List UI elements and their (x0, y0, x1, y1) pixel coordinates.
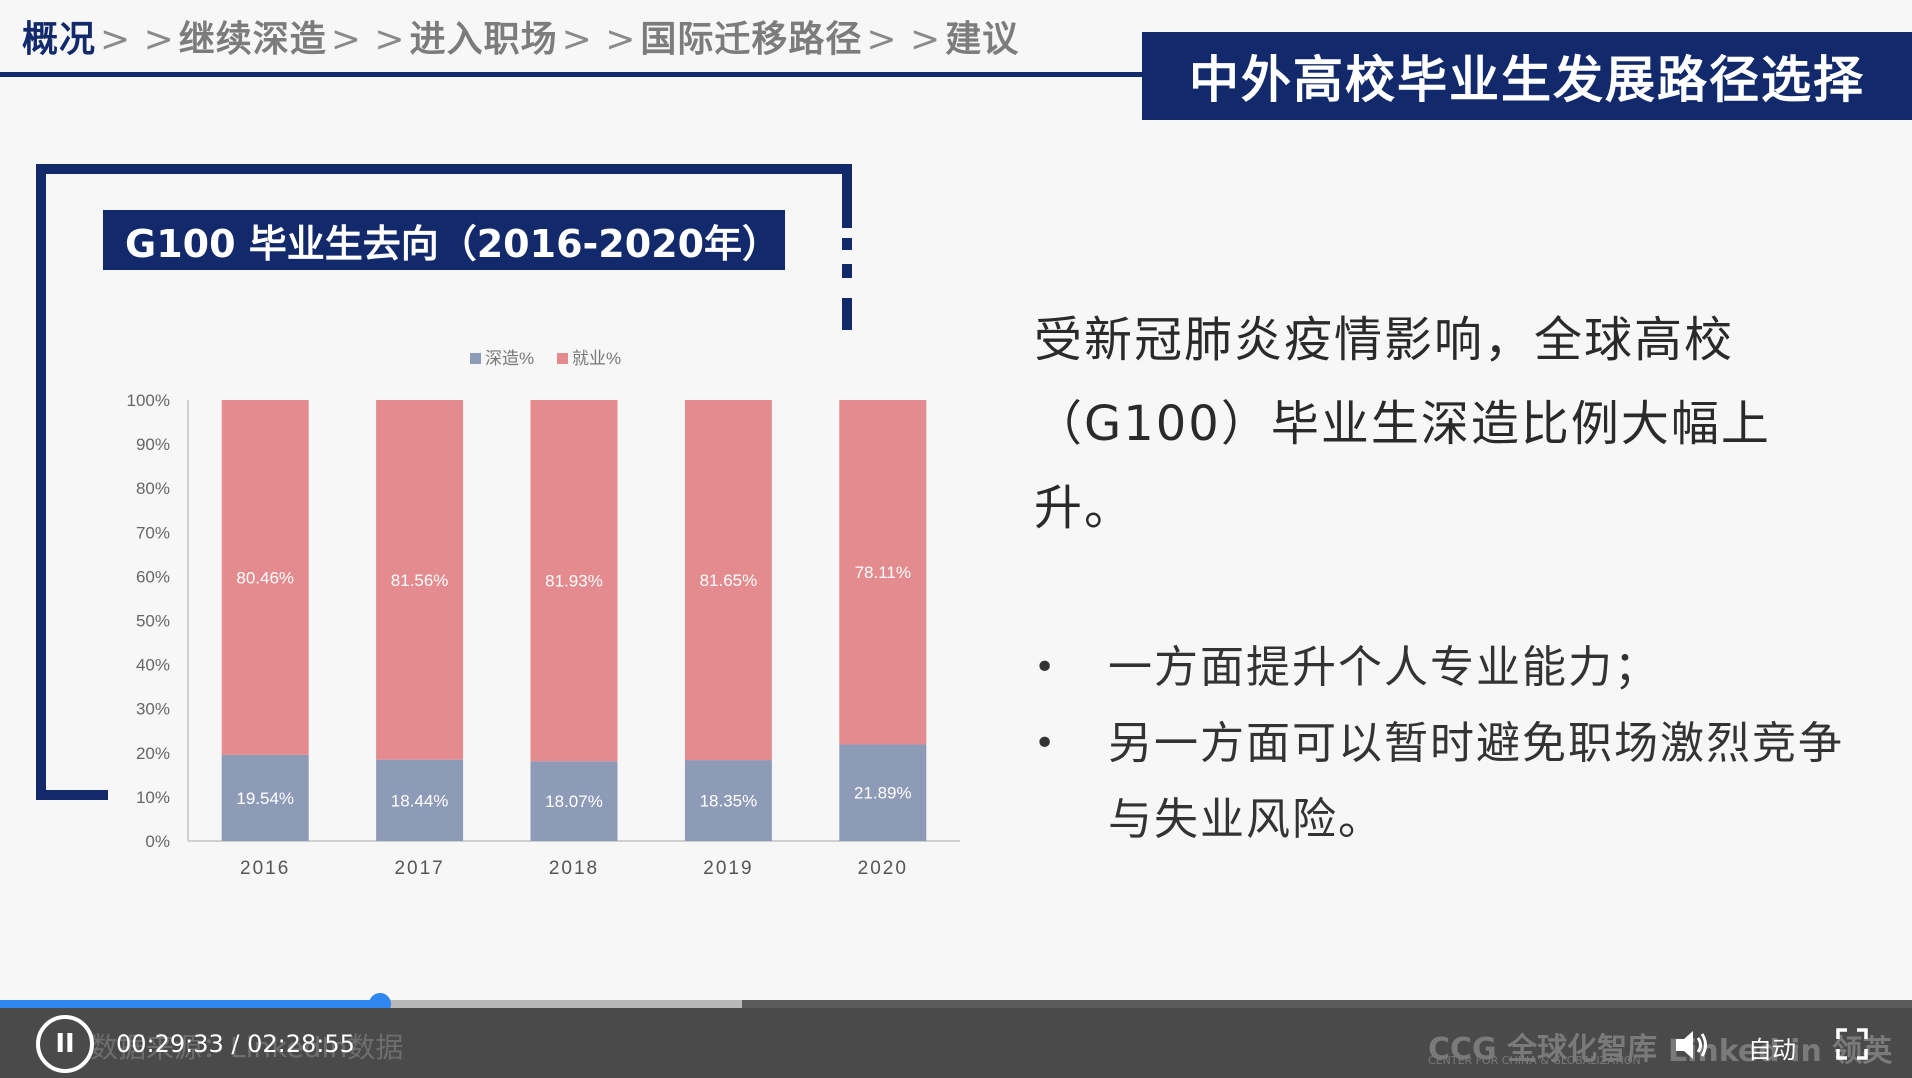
progress-track[interactable] (0, 1000, 1912, 1008)
y-tick-label: 10% (136, 788, 170, 807)
bar-segment (221, 400, 309, 755)
breadcrumb-item-further-study[interactable]: 继续深造 (178, 19, 327, 60)
pause-icon: II (55, 1029, 75, 1059)
breadcrumb-item-advice[interactable]: 建议 (945, 19, 1020, 60)
slide: 概况 > > 继续深造 > > 进入职场 > > 国际迁移路径 > > 建议 中外高校毕业生发展… (0, 10, 1912, 879)
breadcrumb-separator: > > (330, 19, 406, 60)
header-divider (0, 72, 1150, 77)
time-display: 00:29:33 / 02:28:55 (116, 1030, 355, 1058)
bar-segment (684, 760, 772, 841)
breadcrumb-item-migration[interactable]: 国际迁移路径 (640, 19, 863, 60)
bullet-marker: • (1034, 723, 1058, 764)
breadcrumb: 概况 > > 继续深造 > > 进入职场 > > 国际迁移路径 > > 建议 (22, 10, 1019, 62)
bar-segment (839, 400, 927, 745)
data-label: 80.46% (236, 568, 294, 587)
pause-button[interactable]: II (36, 1015, 94, 1073)
chart-title: G100 毕业生去向（2016-2020年） (103, 210, 785, 270)
legend-swatch (557, 353, 568, 364)
y-tick-label: 0% (145, 832, 170, 851)
data-label: 81.56% (391, 571, 449, 590)
ccg-logo: CCG 全球化智库 (1428, 1032, 1658, 1067)
bullet-text: 另一方面可以暂时避免职场激烈竞争与失业风险。 (1108, 718, 1844, 845)
breadcrumb-separator: > > (866, 19, 942, 60)
breadcrumb-separator: > > (100, 19, 175, 60)
panel-frame (842, 164, 852, 228)
legend-swatch (470, 353, 481, 364)
breadcrumb-item-workplace[interactable]: 进入职场 (409, 19, 558, 60)
bar-segment (684, 400, 772, 761)
y-tick-label: 70% (136, 523, 170, 542)
source-note: 数据来源：LinkedIn数据 (90, 1031, 404, 1064)
data-label: 18.44% (391, 791, 449, 810)
legend-label: 就业% (572, 349, 621, 368)
bullet-item: • 另一方面可以暂时避免职场激烈竞争与失业风险。 (1034, 706, 1874, 858)
breadcrumb-separator: > > (561, 19, 637, 60)
panel-frame (842, 264, 852, 278)
ccg-logo-subtitle: CENTER FOR CHINA & GLOBALIZATION (1428, 1054, 1641, 1067)
y-tick-label: 100% (127, 391, 170, 410)
panel-frame (36, 790, 108, 800)
bar-segment (530, 400, 618, 762)
data-label: 81.65% (700, 571, 758, 590)
page-title: 中外高校毕业生发展路径选择 (1142, 32, 1912, 120)
x-tick-label: 2018 (549, 858, 599, 879)
y-tick-label: 20% (136, 744, 170, 763)
data-label: 81.93% (545, 572, 603, 591)
bar-segment (530, 761, 618, 841)
x-tick-label: 2019 (703, 858, 753, 879)
legend-label: 深造% (485, 349, 534, 368)
bar-segment (376, 400, 464, 760)
y-tick-label: 40% (136, 656, 170, 675)
x-tick-label: 2020 (858, 858, 908, 879)
x-tick-label: 2017 (394, 858, 444, 879)
volume-icon[interactable] (1674, 1028, 1710, 1062)
data-label: 19.54% (236, 789, 294, 808)
bullet-marker: • (1034, 647, 1058, 688)
player-control-bar (0, 1008, 1912, 1078)
y-tick-label: 50% (136, 612, 170, 631)
bullet-text: 一方面提升个人专业能力； (1108, 642, 1660, 693)
data-label: 21.89% (854, 784, 912, 803)
panel-frame (842, 238, 852, 250)
y-tick-label: 80% (136, 479, 170, 498)
breadcrumb-item-overview[interactable]: 概况 (22, 19, 97, 60)
stacked-bar-chart: 0% 10% 20% 30% 40% 50% 60% 70% 80% 90% 100% 深造% 就业% 1… (127, 349, 960, 879)
main-statement: 受新冠肺炎疫情影响，全球高校（G100）毕业生深造比例大幅上升。 (1034, 312, 1771, 536)
bar-segment (376, 759, 464, 841)
y-tick-label: 90% (136, 435, 170, 454)
data-label: 18.35% (700, 792, 758, 811)
bar-segment (839, 744, 927, 841)
panel-frame (842, 298, 852, 330)
fullscreen-icon[interactable] (1836, 1028, 1868, 1060)
data-label: 18.07% (545, 792, 603, 811)
bar-segment (221, 754, 309, 841)
bullet-item: • 一方面提升个人专业能力； (1034, 630, 1874, 706)
panel-frame (36, 164, 852, 174)
x-tick-label: 2016 (240, 858, 290, 879)
data-label: 78.11% (855, 563, 911, 582)
quality-auto-button[interactable]: 自动 (1748, 1036, 1796, 1064)
panel-frame (36, 164, 46, 800)
progress-bar[interactable] (0, 1000, 381, 1008)
y-tick-label: 60% (136, 567, 170, 586)
bullet-list: • 一方面提升个人专业能力； • 另一方面可以暂时避免职场激烈竞争与失业风险。 (1034, 630, 1874, 858)
y-tick-label: 30% (136, 700, 170, 719)
